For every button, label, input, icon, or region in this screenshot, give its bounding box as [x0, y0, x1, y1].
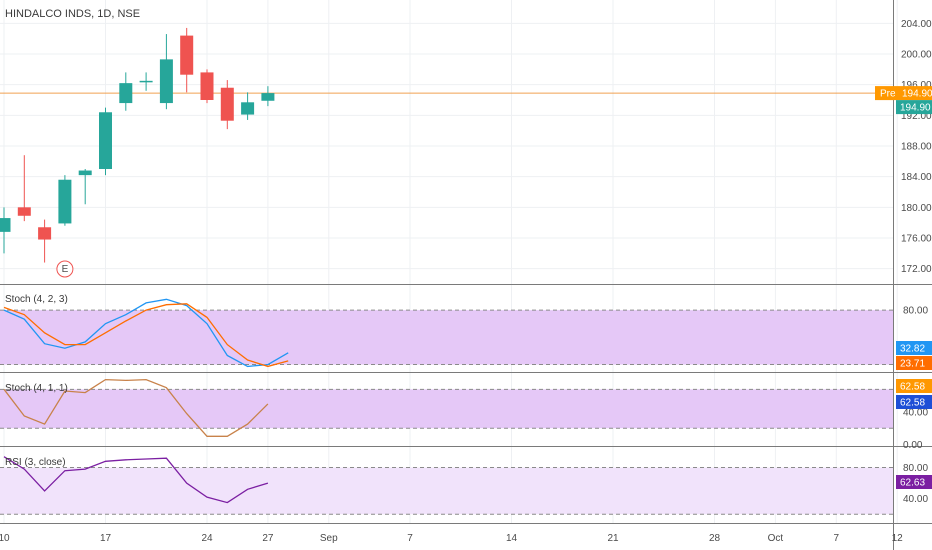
pre-market-tag [875, 86, 932, 101]
last-price-tag-value: 194.90 [900, 103, 931, 114]
candle-body [58, 179, 72, 224]
candle-body [38, 227, 52, 240]
candle-body [119, 83, 133, 104]
price-tick-label: 200.00 [901, 50, 932, 61]
indicator-value-tag [896, 475, 932, 489]
candle-body [159, 59, 173, 104]
indicator-value-tag-label: 62.63 [900, 478, 925, 489]
time-tick-label: Sep [320, 533, 338, 544]
price-tick-label: 204.00 [901, 19, 932, 30]
time-tick-label: 14 [506, 533, 518, 544]
candle-body [261, 93, 275, 101]
candle-body [200, 72, 214, 100]
candle-body [139, 80, 153, 83]
indicator-band [0, 389, 893, 429]
indicator-tick-label: 40.00 [903, 494, 928, 505]
candle-body [99, 112, 112, 169]
time-tick-label: 17 [100, 533, 112, 544]
indicator-value-tag-label: 62.58 [900, 398, 925, 409]
time-tick-label: 10 [0, 533, 10, 544]
time-tick-label: Oct [768, 533, 784, 544]
candle-body [220, 87, 234, 121]
indicator-line-d [3, 303, 289, 368]
series-layer: E [0, 92, 893, 504]
last-price-tag [896, 100, 932, 115]
time-tick-label: 28 [709, 533, 721, 544]
indicator-tick-label: 40.00 [903, 408, 928, 419]
time-tick-label: 7 [407, 533, 413, 544]
indicator-tick-label: 0.00 [903, 440, 923, 451]
indicator-band [0, 467, 893, 515]
price-tick-label: 192.00 [901, 111, 932, 122]
candlestick-series[interactable] [0, 27, 275, 263]
time-tick-label: 21 [607, 533, 619, 544]
indicator-value-tag [896, 341, 932, 355]
indicator-value-tag-label: 32.82 [900, 344, 925, 355]
indicator-line-rsi [3, 456, 269, 504]
time-tick-label: 27 [262, 533, 274, 544]
grid-lines [0, 0, 898, 523]
rsi-label: RSI (3, close) [5, 457, 66, 468]
time-tick-label: 24 [201, 533, 213, 544]
candle-body [17, 207, 31, 216]
indicator-value-tag [896, 395, 932, 409]
indicator-value-tag-label: 23.71 [900, 359, 925, 370]
price-tick-label: 188.00 [901, 142, 932, 153]
price-tick-label: 172.00 [901, 264, 932, 275]
time-axis[interactable]: 10172427Sep7142128Oct71219 [0, 533, 932, 544]
indicator-line-fast [3, 378, 269, 437]
time-tick-label: 12 [892, 533, 904, 544]
indicator-value-tag [896, 379, 932, 393]
candle-body [241, 102, 255, 115]
price-tick-label: 176.00 [901, 234, 932, 245]
value-tags: Pre 194.90 194.90 32.82 23.71 62.58 62.58 62.63 [875, 86, 932, 489]
earnings-marker-label: E [62, 264, 69, 275]
indicator-value-tag-label: 62.58 [900, 382, 925, 393]
earnings-marker [56, 260, 74, 278]
price-tick-label: 180.00 [901, 203, 932, 214]
indicator-value-tag [896, 356, 932, 370]
candle-body [180, 35, 194, 75]
indicator-line-k [3, 298, 289, 368]
stoch-slow-label: Stoch (4, 2, 3) [5, 294, 68, 305]
indicator-band [0, 310, 893, 365]
indicator-tick-label: 80.00 [903, 306, 928, 317]
stoch-fast-label: Stoch (4, 1, 1) [5, 383, 68, 394]
time-tick-label: 7 [834, 533, 840, 544]
indicator-tick-label: 80.00 [903, 463, 928, 474]
candle-body [0, 218, 11, 232]
pre-market-tag-label: Pre [880, 89, 896, 100]
candle-body [78, 170, 92, 176]
chart-title: HINDALCO INDS, 1D, NSE [5, 8, 140, 20]
pre-market-tag-value: 194.90 [902, 89, 932, 100]
price-tick-label: 196.00 [901, 80, 932, 91]
price-tick-label: 184.00 [901, 172, 932, 183]
